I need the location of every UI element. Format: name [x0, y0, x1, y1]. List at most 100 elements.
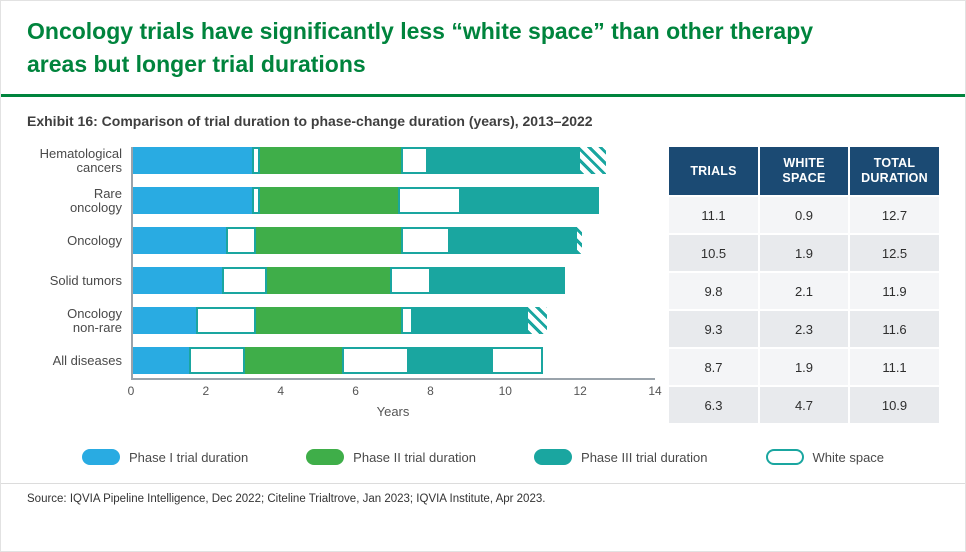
table-row: 10.5 1.9 12.5: [669, 234, 939, 272]
table-cell: 11.6: [848, 310, 939, 348]
axis-tick: 0: [127, 384, 135, 398]
phase2-swatch-icon: [306, 449, 345, 465]
phase1-swatch-icon: [81, 449, 120, 465]
legend-label: Phase I trial duration: [128, 449, 249, 465]
table-cell: 11.1: [669, 196, 759, 234]
axis-tick: 10: [498, 384, 512, 398]
bar-track: [133, 267, 655, 294]
table-row: 11.1 0.9 12.7: [669, 196, 939, 234]
category-label: Rare oncology: [69, 185, 122, 215]
segment-phase3: [449, 227, 577, 254]
table-head: TRIALS WHITE SPACE TOTAL DURATION: [669, 147, 939, 196]
segment-hatch: [528, 307, 547, 334]
table-row: 9.8 2.1 11.9: [669, 272, 939, 310]
legend-item: White space: [765, 449, 885, 465]
segment-white: [252, 147, 260, 174]
legend-label: White space: [812, 449, 885, 465]
segment-white: [397, 187, 462, 214]
phase3-swatch-icon: [534, 449, 573, 465]
table-header-cell: TRIALS: [669, 147, 759, 196]
table-header-cell: TOTAL DURATION: [848, 147, 939, 196]
segment-white: [341, 347, 409, 374]
segment-white: [252, 187, 260, 214]
legend-label: Phase III trial duration: [581, 449, 708, 465]
page-title: Oncology trials have significantly less …: [27, 18, 814, 77]
category-label: Hematological cancers: [39, 145, 122, 175]
segment-phase1: [133, 307, 197, 334]
table-cell: 9.8: [669, 272, 759, 310]
segment-white: [188, 347, 245, 374]
source-note: Source: IQVIA Pipeline Intelligence, Dec…: [1, 483, 965, 505]
axis-tick: 4: [277, 384, 285, 398]
summary-table-wrap: TRIALS WHITE SPACE TOTAL DURATION 11.1 0.9 1…: [669, 147, 939, 425]
segment-phase1: [133, 227, 227, 254]
table-cell: 12.5: [848, 234, 939, 272]
x-axis-ticks: 0 2 4 6 8 10 12 14: [127, 384, 662, 402]
segment-phase3: [431, 267, 566, 294]
white-swatch-icon: [765, 449, 804, 465]
segment-white: [401, 307, 413, 334]
segment-white: [401, 227, 450, 254]
segment-hatch: [580, 147, 607, 174]
segment-white: [196, 307, 257, 334]
table-cell: 11.1: [848, 348, 939, 386]
segment-phase2: [259, 187, 398, 214]
axis-tick: 8: [427, 384, 434, 398]
table-row: 8.7 1.9 11.1: [669, 348, 939, 386]
category-label: Oncology: [67, 232, 122, 248]
axis-tick: 6: [352, 384, 359, 398]
table-header-row: TRIALS WHITE SPACE TOTAL DURATION: [669, 147, 939, 196]
bar-track: [133, 187, 655, 214]
axis-tick: 2: [202, 384, 210, 398]
category-labels: Hematological cancers Rare oncology Oncolo…: [27, 145, 131, 419]
bar-track: [133, 307, 655, 334]
table-cell: 6.3: [669, 386, 759, 424]
table-cell: 2.1: [758, 272, 849, 310]
segment-phase1: [133, 147, 253, 174]
table-cell: 2.3: [758, 310, 849, 348]
chart-legend: Phase I trial duration Phase II trial dur…: [27, 449, 939, 465]
table-cell: 8.7: [669, 348, 759, 386]
segment-phase1: [133, 347, 189, 374]
bar-track: [133, 347, 655, 374]
chart-grid: Hematological cancers Rare oncology Oncolo…: [27, 145, 662, 419]
page: Oncology trials have significantly less …: [1, 1, 965, 505]
table-cell: 9.3: [669, 310, 759, 348]
table-cell: 1.9: [758, 234, 849, 272]
segment-white: [226, 227, 257, 254]
segment-phase1: [133, 187, 253, 214]
table-cell: 11.9: [848, 272, 939, 310]
segment-phase3: [408, 347, 491, 374]
segment-phase3: [412, 307, 529, 334]
segment-white: [490, 347, 544, 374]
segment-phase1: [133, 267, 223, 294]
segment-phase2: [256, 307, 402, 334]
segment-phase2: [259, 147, 402, 174]
table-header-cell: WHITE SPACE: [758, 147, 849, 196]
x-axis-label: Years: [376, 404, 410, 419]
segment-phase2: [244, 347, 342, 374]
table-cell: 12.7: [848, 196, 939, 234]
bar-track: [133, 147, 655, 174]
table-cell: 10.9: [848, 386, 939, 424]
summary-table: TRIALS WHITE SPACE TOTAL DURATION 11.1 0.9 1…: [669, 147, 939, 425]
legend-label: Phase II trial duration: [353, 449, 477, 465]
exhibit-caption: Exhibit 16: Comparison of trial duration…: [27, 113, 593, 129]
category-label: All diseases: [52, 352, 122, 368]
segment-phase3: [427, 147, 581, 174]
segment-phase2: [256, 227, 402, 254]
legend-item: Phase I trial duration: [81, 449, 249, 465]
segment-phase3: [461, 187, 600, 214]
table-row: 6.3 4.7 10.9: [669, 386, 939, 424]
table-cell: 0.9: [758, 196, 849, 234]
stacked-bar-chart: Hematological cancers Rare oncology Oncolo…: [27, 145, 662, 419]
plot-area: 0 2 4 6 8 10 12 14 Years: [127, 147, 662, 419]
table-cell: 10.5: [669, 234, 759, 272]
category-label: Solid tumors: [49, 272, 122, 288]
bar-track: [133, 227, 655, 254]
segment-white: [401, 147, 428, 174]
table-body: 11.1 0.9 12.7 10.5 1.9 12.5 9.8 2.1 11.9 9.3 2.3 11…: [669, 196, 939, 424]
segment-hatch: [576, 227, 583, 254]
table-row: 9.3 2.3 11.6: [669, 310, 939, 348]
legend-item: Phase II trial duration: [306, 449, 476, 465]
